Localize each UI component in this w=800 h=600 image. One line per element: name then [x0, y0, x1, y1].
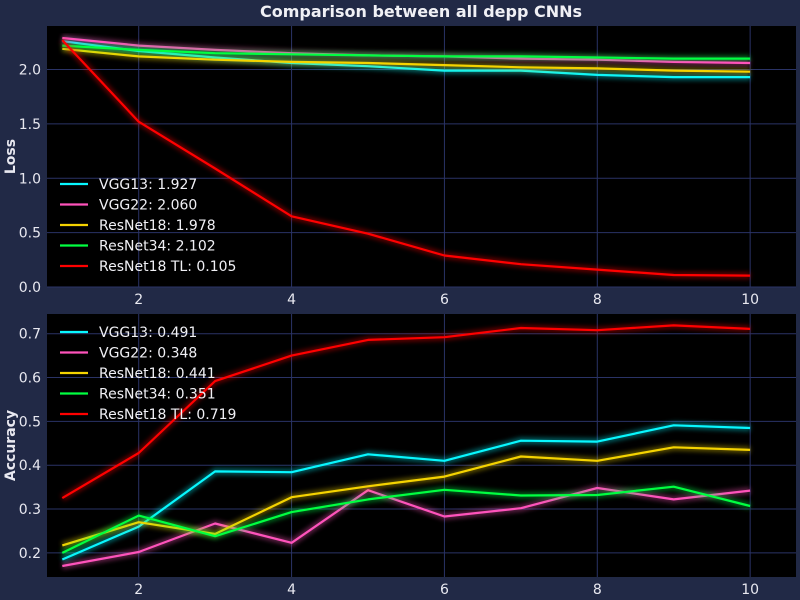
x-tick-label: 8	[593, 582, 602, 598]
chart-title: Comparison between all depp CNNs	[260, 2, 582, 21]
series-resnet18	[61, 45, 751, 76]
series-resnet18-tl	[60, 321, 751, 502]
y-tick-label: 0.0	[19, 280, 41, 296]
legend-label: VGG13: 0.491	[99, 325, 197, 341]
legend-label: ResNet18: 1.978	[99, 218, 216, 234]
y-tick-label: 0.5	[19, 226, 41, 242]
series-line	[62, 44, 751, 60]
x-tick-label: 10	[741, 292, 759, 308]
series-line	[61, 39, 751, 277]
series-resnet34	[60, 483, 751, 557]
legend: VGG13: 0.491 VGG22: 0.348 ResNet18: 0.441 R…	[60, 325, 236, 423]
y-tick-label: 0.7	[19, 327, 41, 343]
y-tick-label: 0.5	[19, 414, 41, 430]
legend-label: VGG13: 1.927	[99, 177, 197, 193]
x-tick-label: 2	[134, 582, 143, 598]
series-line	[61, 424, 751, 561]
x-tick-label: 4	[287, 292, 296, 308]
y-tick-label: 0.2	[19, 546, 41, 562]
series-vgg13	[60, 421, 751, 563]
y-tick-label: 1.5	[19, 117, 41, 133]
series-group	[60, 321, 751, 570]
y-tick-label: 0.6	[19, 371, 41, 387]
series-line	[61, 324, 751, 500]
y-tick-label: 2.0	[19, 63, 41, 79]
x-tick-label: 4	[287, 582, 296, 598]
y-tick-label: 1.0	[19, 171, 41, 187]
series-line	[61, 485, 751, 554]
legend-label: ResNet18 TL: 0.719	[99, 407, 236, 423]
series-resnet18-tl	[59, 37, 751, 280]
series-resnet34	[62, 42, 751, 63]
y-tick-label: 0.4	[19, 458, 41, 474]
x-tick-label: 6	[440, 292, 449, 308]
x-tick-label: 6	[440, 582, 449, 598]
legend-label: ResNet34: 2.102	[99, 239, 216, 255]
legend-label: ResNet34: 0.351	[99, 387, 216, 403]
x-tick-label: 8	[593, 292, 602, 308]
y-axis-label: Loss	[3, 139, 19, 174]
legend: VGG13: 1.927 VGG22: 2.060 ResNet18: 1.978 R…	[60, 177, 236, 275]
legend-label: VGG22: 2.060	[99, 198, 197, 214]
series-group	[59, 34, 751, 280]
panel-accuracy: 2 4 6 8 10 0.2 0.3 0.4 0.5 0.6 0.7 Accuracy VGG13: 0…	[3, 314, 796, 598]
x-tick-label: 2	[134, 292, 143, 308]
legend-label: ResNet18 TL: 0.105	[99, 259, 236, 275]
x-tick-label: 10	[741, 582, 759, 598]
y-tick-label: 0.3	[19, 502, 41, 518]
legend-label: ResNet18: 0.441	[99, 366, 216, 382]
legend-label: VGG22: 0.348	[99, 346, 197, 362]
y-axis-label: Accuracy	[3, 410, 19, 481]
series-line	[62, 47, 751, 73]
